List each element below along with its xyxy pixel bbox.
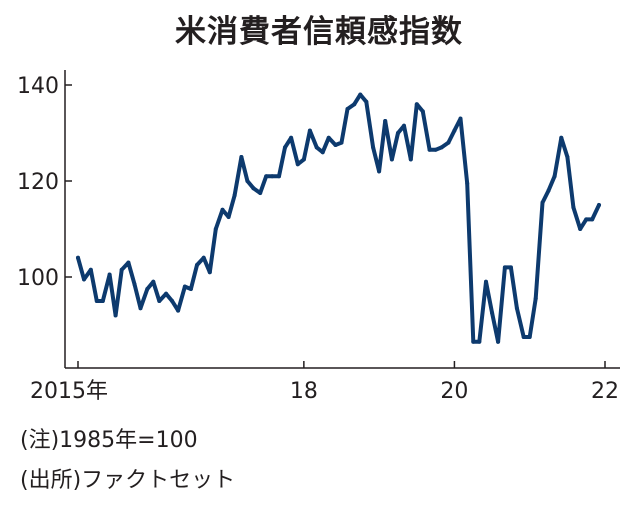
data-point [559, 135, 564, 140]
data-point [182, 284, 187, 289]
data-point [439, 145, 444, 150]
data-point [126, 260, 131, 265]
data-point [307, 128, 312, 133]
data-point [383, 119, 388, 123]
note-source: (出所)ファクトセット [20, 468, 236, 493]
data-point [157, 299, 162, 303]
y-tick-label: 140 [17, 74, 59, 99]
data-point [151, 279, 156, 284]
data-point [484, 279, 488, 284]
data-point [220, 207, 225, 212]
data-point [76, 255, 80, 260]
y-ticks: 100 120 140 [17, 74, 72, 291]
data-point [245, 179, 250, 183]
data-point [552, 174, 557, 179]
data-point [82, 277, 86, 282]
data-point [571, 205, 576, 210]
data-point [433, 147, 438, 152]
data-point [408, 157, 413, 162]
data-points [76, 92, 601, 344]
data-point [496, 339, 501, 344]
note-base: (注)1985年=100 [20, 428, 198, 453]
x-ticks: 2015年 18 20 22 [30, 361, 619, 404]
data-point [458, 116, 463, 121]
data-point [94, 299, 99, 303]
data-point [119, 267, 124, 272]
data-point [590, 217, 595, 222]
series-line [76, 92, 601, 344]
data-point [364, 99, 369, 104]
data-point [88, 267, 93, 272]
data-point [333, 143, 338, 147]
data-point [195, 263, 199, 267]
data-point [358, 92, 363, 97]
data-point [170, 299, 175, 303]
data-point [226, 215, 231, 219]
data-point [514, 306, 519, 311]
data-point [490, 311, 495, 315]
data-point [389, 157, 394, 162]
data-point [521, 335, 526, 339]
data-point [270, 174, 275, 179]
data-point [251, 186, 256, 191]
data-point [546, 188, 551, 193]
data-point [427, 147, 432, 152]
data-point [508, 265, 513, 270]
data-point [295, 162, 300, 167]
data-point [107, 272, 112, 277]
data-point [320, 150, 325, 155]
data-point [465, 181, 470, 186]
data-point [578, 227, 583, 231]
y-tick-label: 120 [17, 170, 59, 195]
chart-title: 米消費者信頼感指数 [175, 14, 463, 50]
data-point [314, 145, 319, 150]
data-point [540, 200, 545, 205]
data-point [339, 140, 344, 145]
y-tick-label: 100 [17, 266, 59, 291]
data-point [477, 339, 482, 344]
data-point [283, 145, 287, 150]
data-point [352, 102, 357, 107]
data-point [258, 191, 263, 195]
data-point [414, 102, 419, 107]
data-point [584, 217, 589, 222]
data-point [113, 313, 118, 318]
data-point [471, 339, 476, 344]
data-point [100, 299, 105, 303]
data-point [264, 174, 269, 179]
data-point [533, 296, 538, 301]
data-point [402, 123, 406, 128]
data-point [527, 335, 532, 339]
x-tick-label: 22 [591, 379, 619, 404]
data-point [502, 265, 507, 270]
data-point [420, 109, 425, 114]
data-point [446, 140, 451, 145]
data-point [138, 306, 143, 311]
data-point [188, 287, 193, 291]
data-point [396, 131, 400, 135]
data-point [565, 155, 570, 159]
data-point [145, 287, 150, 291]
data-point [176, 308, 181, 313]
data-point [326, 135, 331, 140]
data-point [597, 203, 601, 207]
data-point [377, 169, 382, 174]
x-tick-label: 20 [440, 379, 468, 404]
data-point [232, 193, 237, 198]
data-point [345, 107, 350, 111]
x-tick-label: 2015年 [30, 379, 108, 404]
data-point [132, 282, 137, 287]
data-point [277, 174, 281, 179]
data-point [289, 135, 294, 140]
data-point [201, 255, 206, 260]
data-point [213, 227, 218, 231]
data-point [452, 128, 457, 133]
x-tick-label: 18 [290, 379, 318, 404]
data-point [371, 145, 376, 150]
data-point [207, 270, 212, 275]
data-point [164, 291, 169, 296]
data-point [301, 157, 306, 162]
data-point [239, 155, 244, 159]
